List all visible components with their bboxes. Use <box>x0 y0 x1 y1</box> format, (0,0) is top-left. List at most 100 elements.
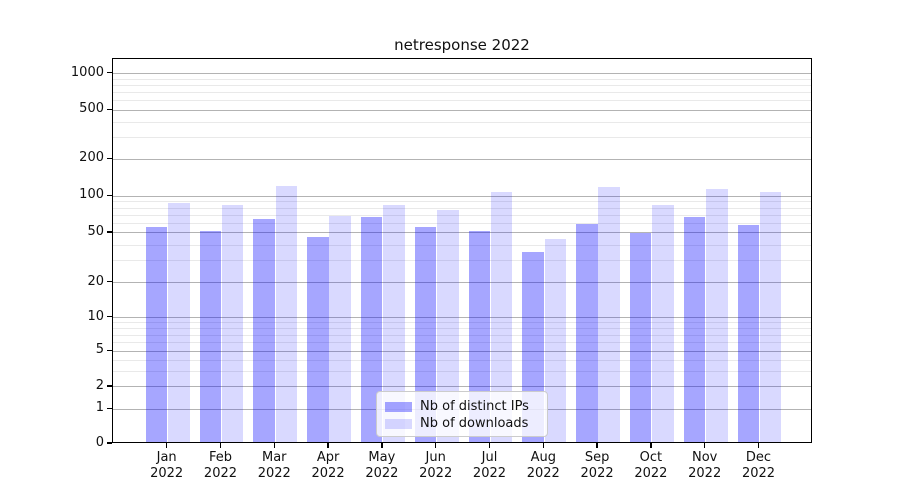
gridline-minor <box>113 222 811 224</box>
bar-downloads <box>168 202 190 442</box>
gridline-major <box>113 195 811 197</box>
bar-downloads <box>275 186 298 442</box>
x-tick-mark <box>757 443 760 448</box>
gridline-minor <box>113 370 811 372</box>
bar-downloads <box>598 186 620 442</box>
x-tick-mark <box>596 443 598 448</box>
chart-title: netresponse 2022 <box>394 36 530 54</box>
y-tick-label: 1000 <box>70 64 104 80</box>
bar-downloads <box>221 205 244 442</box>
legend-label: Nb of downloads <box>420 416 529 431</box>
gridline-minor <box>113 328 811 330</box>
x-tick-mark <box>165 443 168 448</box>
gridline-minor <box>113 244 811 246</box>
bar-distinct-ips <box>468 230 491 442</box>
gridline-minor <box>113 121 811 123</box>
y-tick-mark <box>107 108 112 110</box>
bar-distinct-ips <box>199 230 222 442</box>
bar-downloads <box>706 189 728 442</box>
x-tick-mark <box>703 443 706 448</box>
x-tick-label: Feb 2022 <box>203 450 238 481</box>
gridline-major <box>113 282 811 284</box>
bar-distinct-ips <box>576 224 598 442</box>
y-tick-label: 1 <box>95 400 104 416</box>
x-tick-mark <box>542 443 544 448</box>
y-tick-label: 0 <box>95 435 104 450</box>
y-tick-mark <box>107 231 112 233</box>
x-tick-mark <box>273 443 275 448</box>
legend-entry: Nb of downloads <box>385 415 539 432</box>
y-tick-mark <box>107 407 112 409</box>
y-tick-label: 100 <box>79 187 104 203</box>
gridline-minor <box>113 137 811 139</box>
gridline-major <box>113 350 811 352</box>
x-tick-label: Jun 2022 <box>419 450 453 481</box>
gridline-minor <box>113 322 811 324</box>
legend: Nb of distinct IPs Nb of downloads <box>376 391 548 437</box>
x-tick-label: May 2022 <box>365 450 399 481</box>
y-tick-mark <box>107 442 112 444</box>
y-tick-label: 10 <box>87 308 104 324</box>
y-tick-label: 50 <box>87 223 104 239</box>
x-tick-label: Apr 2022 <box>311 450 345 481</box>
y-tick-label: 5 <box>95 342 104 358</box>
y-tick-label: 500 <box>79 101 104 117</box>
x-tick-label: Nov 2022 <box>688 450 722 481</box>
gridline-major <box>113 386 811 388</box>
x-tick-label: Sep 2022 <box>580 450 614 481</box>
x-tick-label: Aug 2022 <box>526 450 560 481</box>
y-tick-mark <box>107 349 112 352</box>
bar-downloads <box>759 192 782 442</box>
bar-downloads <box>383 204 405 442</box>
x-tick-mark <box>434 443 437 448</box>
bar-downloads <box>652 204 674 442</box>
legend-entry: Nb of distinct IPs <box>385 398 539 415</box>
x-tick-label: Dec 2022 <box>741 450 776 481</box>
gridline-minor <box>113 214 811 216</box>
y-tick-mark <box>107 72 112 74</box>
y-tick-label: 20 <box>87 273 104 289</box>
gridline-minor <box>113 84 811 86</box>
gridline-major <box>113 109 811 111</box>
gridline-minor <box>113 342 811 344</box>
bar-distinct-ips <box>307 236 329 442</box>
x-tick-mark <box>327 443 329 448</box>
bar-downloads <box>437 209 459 442</box>
y-tick-mark <box>107 280 112 283</box>
x-tick-label: Jul 2022 <box>472 450 507 481</box>
gridline-minor <box>113 78 811 80</box>
bar-distinct-ips <box>360 217 383 442</box>
x-tick-label: Mar 2022 <box>257 450 291 481</box>
y-tick-mark <box>107 194 112 196</box>
bar-distinct-ips <box>253 218 275 442</box>
plot-area <box>112 58 812 443</box>
gridline-minor <box>113 260 811 262</box>
x-tick-mark <box>650 443 652 448</box>
legend-swatch-downloads <box>385 418 412 429</box>
x-tick-label: Jan 2022 <box>150 450 184 481</box>
y-tick-mark <box>107 315 112 318</box>
gridline-major <box>113 232 811 234</box>
gridline-minor <box>113 207 811 209</box>
gridline-minor <box>113 359 811 361</box>
bar-distinct-ips <box>629 233 652 442</box>
gridline-major <box>113 317 811 319</box>
bar-downloads <box>490 192 513 442</box>
gridline-minor <box>113 201 811 203</box>
bar-downloads <box>329 216 351 442</box>
x-tick-mark <box>219 443 222 448</box>
bar-distinct-ips <box>737 224 760 442</box>
gridline-major <box>113 158 811 160</box>
bar-distinct-ips <box>145 226 168 442</box>
gridline-major <box>113 73 811 75</box>
bar-distinct-ips <box>683 217 706 442</box>
bar-distinct-ips <box>414 226 437 442</box>
y-tick-label: 200 <box>79 150 104 166</box>
x-tick-mark <box>381 443 383 448</box>
y-tick-mark <box>107 385 112 387</box>
y-tick-mark <box>107 157 112 159</box>
x-tick-label: Oct 2022 <box>634 450 668 481</box>
gridline-minor <box>113 100 811 102</box>
gridline-minor <box>113 92 811 94</box>
